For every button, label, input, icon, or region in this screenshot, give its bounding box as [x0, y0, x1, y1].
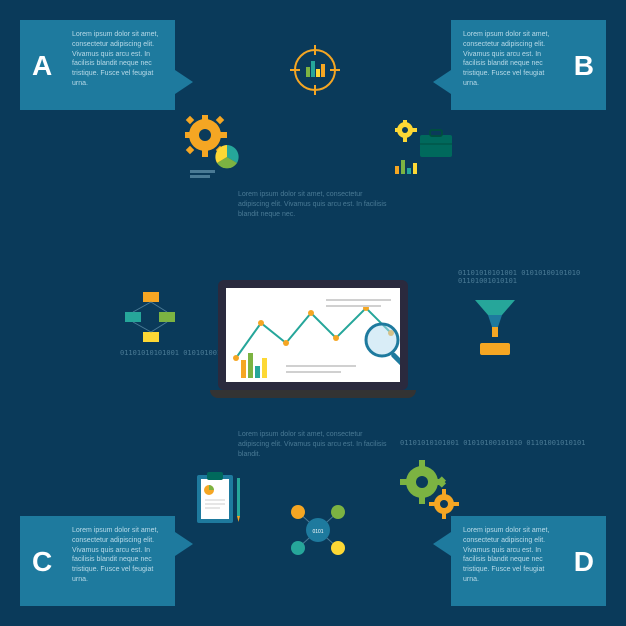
tail-b	[433, 70, 451, 94]
target-icon	[290, 45, 340, 100]
center-text-bottom: Lorem ipsum dolor sit amet, consectetur …	[238, 430, 388, 459]
tail-d	[433, 532, 451, 556]
letter-c: C	[32, 546, 52, 578]
letter-b: B	[574, 50, 594, 82]
funnel-icon	[470, 295, 520, 350]
flowchart-icon	[115, 290, 185, 350]
briefcase-icon	[395, 120, 455, 175]
svg-text:0101: 0101	[312, 529, 323, 535]
binary-text-d: 01101010101001 01010100101010 0110100101…	[400, 440, 585, 448]
letter-d: D	[574, 546, 594, 578]
text-c: Lorem ipsum dolor sit amet, consectetur …	[72, 526, 163, 585]
callout-box-b: B Lorem ipsum dolor sit amet, consectetu…	[451, 20, 606, 110]
double-gear-icon	[400, 460, 460, 525]
clipboard-icon	[195, 470, 250, 540]
binary-text-right: 01101010101001 01010100101010 0110100101…	[458, 270, 626, 285]
magnifier-icon	[362, 320, 400, 370]
text-a: Lorem ipsum dolor sit amet, consectetur …	[72, 30, 163, 89]
center-text-top: Lorem ipsum dolor sit amet, consectetur …	[238, 190, 388, 219]
callout-box-d: D Lorem ipsum dolor sit amet, consectetu…	[451, 516, 606, 606]
gear-pie-icon	[185, 115, 245, 180]
callout-box-a: A Lorem ipsum dolor sit amet, consectetu…	[20, 20, 175, 110]
network-icon: 0101	[288, 500, 348, 565]
callout-box-c: C Lorem ipsum dolor sit amet, consectetu…	[20, 516, 175, 606]
letter-a: A	[32, 50, 52, 82]
text-d: Lorem ipsum dolor sit amet, consectetur …	[463, 526, 554, 585]
tail-c	[175, 532, 193, 556]
tail-a	[175, 70, 193, 94]
text-b: Lorem ipsum dolor sit amet, consectetur …	[463, 30, 554, 89]
laptop-icon	[210, 280, 416, 410]
